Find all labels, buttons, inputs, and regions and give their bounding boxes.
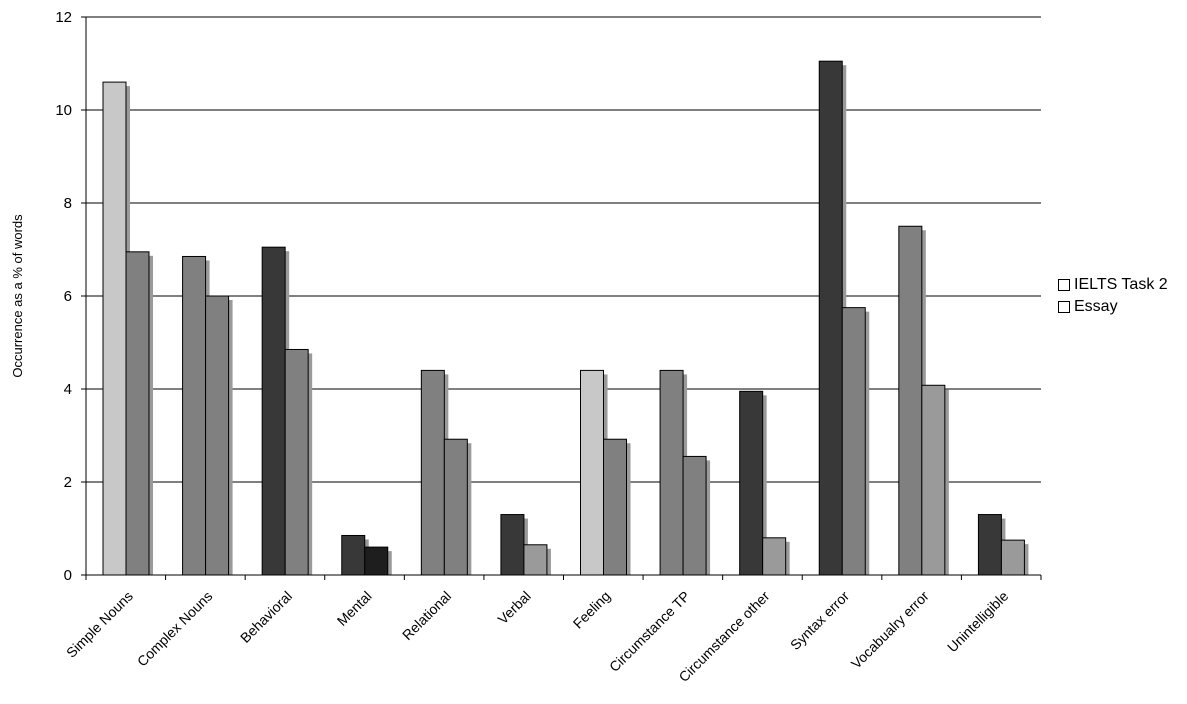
y-tick-label: 0 <box>64 567 72 584</box>
bar <box>205 295 230 576</box>
bar <box>1000 539 1025 576</box>
bar <box>580 369 604 576</box>
bar <box>102 81 127 576</box>
bar <box>898 225 923 576</box>
x-tick-label: Verbal <box>494 588 533 627</box>
legend-swatch <box>1058 279 1070 291</box>
y-tick-label: 10 <box>55 102 72 119</box>
bar <box>739 390 764 576</box>
x-tick-label: Syntax error <box>787 588 852 653</box>
gridlines <box>86 16 1041 483</box>
bar <box>818 60 843 576</box>
legend-swatch <box>1058 301 1070 313</box>
bar <box>284 348 309 576</box>
bars <box>102 60 1029 576</box>
bar <box>841 307 866 576</box>
legend-label: Essay <box>1074 298 1118 315</box>
y-tick-label: 4 <box>64 381 72 398</box>
y-tick-label: 8 <box>64 195 72 212</box>
y-tick-label: 2 <box>64 474 72 491</box>
bar <box>603 438 627 576</box>
bar <box>762 537 787 576</box>
x-tick-label: Relational <box>399 588 454 643</box>
bar <box>364 546 389 576</box>
legend-item: Essay <box>1058 296 1168 318</box>
x-tick-label: Vocabualry error <box>848 588 932 672</box>
bar <box>182 255 207 576</box>
y-tick-labels: 0 2 4 6 8 10 12 <box>55 9 86 584</box>
x-tick-label: Behavioral <box>237 588 295 646</box>
bar <box>682 455 707 576</box>
y-tick-label: 12 <box>55 9 72 26</box>
bar <box>977 514 1002 576</box>
y-tick-label: 6 <box>64 288 72 305</box>
x-tick-label: Circumstance TP <box>606 588 693 675</box>
bar <box>500 514 525 576</box>
bar <box>125 251 150 576</box>
bar <box>659 369 684 576</box>
bar <box>261 246 286 576</box>
x-tick-label: Circumstance other <box>675 588 772 685</box>
legend: IELTS Task 2 Essay <box>1058 274 1168 318</box>
x-tick-label: Unintelligible <box>944 588 1012 656</box>
bar <box>341 534 366 576</box>
x-tick-label: Mental <box>334 588 375 629</box>
x-tick-label: Feeling <box>570 588 614 632</box>
bar <box>921 384 946 576</box>
bar <box>420 369 445 576</box>
x-tick-label: Complex Nouns <box>134 588 216 670</box>
legend-item: IELTS Task 2 <box>1058 274 1168 296</box>
legend-label: IELTS Task 2 <box>1074 276 1168 293</box>
y-axis-title: Occurrence as a % of words <box>10 214 25 378</box>
bar <box>443 438 468 576</box>
x-tick-label: Simple Nouns <box>63 588 136 661</box>
bar <box>523 544 548 576</box>
